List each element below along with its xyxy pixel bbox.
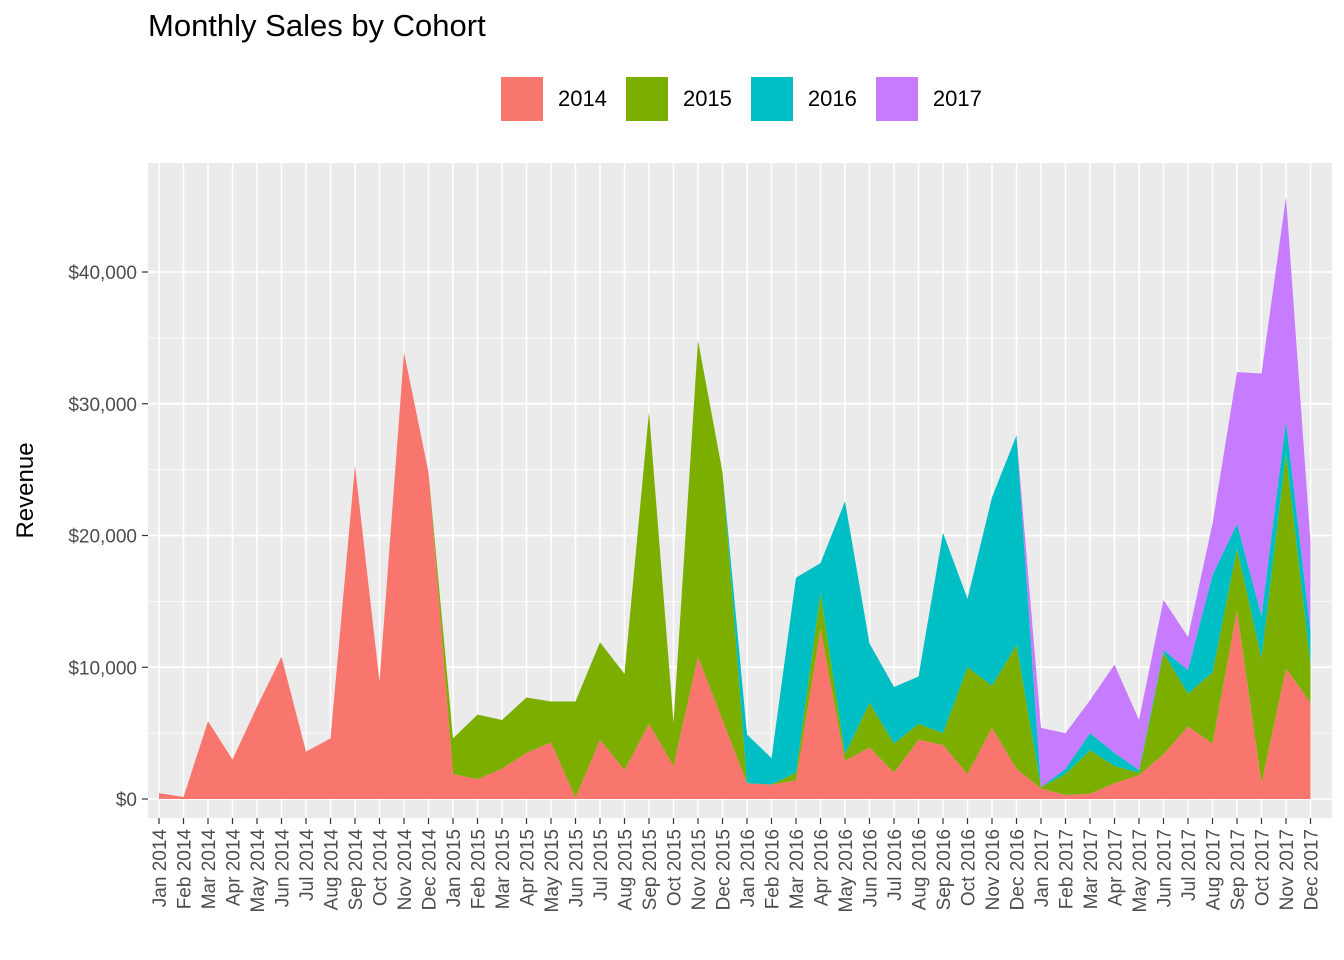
legend-key bbox=[749, 76, 794, 122]
y-axis-title: Revenue bbox=[12, 442, 39, 538]
legend-item-2014: 2014 bbox=[500, 76, 607, 122]
x-tick-label: Sep 2017 bbox=[1228, 829, 1249, 910]
x-tick-label: Nov 2014 bbox=[395, 829, 416, 911]
y-tick-label: $30,000 bbox=[68, 395, 137, 416]
x-tick-label: Feb 2015 bbox=[469, 829, 490, 909]
x-tick-label: Apr 2017 bbox=[1106, 829, 1127, 906]
legend-item-2016: 2016 bbox=[749, 76, 857, 122]
x-tick-label: Jul 2017 bbox=[1179, 829, 1200, 901]
x-tick-label: Sep 2016 bbox=[934, 829, 955, 910]
legend-label: 2015 bbox=[682, 86, 732, 111]
x-tick-label: Oct 2017 bbox=[1253, 829, 1274, 906]
x-tick-label: Feb 2014 bbox=[175, 829, 196, 910]
y-tick-label: $0 bbox=[116, 790, 137, 811]
y-tick-label: $20,000 bbox=[68, 527, 137, 548]
x-tick-label: Oct 2016 bbox=[959, 829, 980, 906]
legend-swatch bbox=[875, 77, 918, 121]
x-tick-label: Mar 2017 bbox=[1081, 829, 1102, 909]
x-tick-label: Mar 2015 bbox=[493, 829, 514, 909]
legend-swatch bbox=[625, 77, 668, 121]
x-tick-label: Sep 2015 bbox=[640, 829, 661, 910]
x-tick-label: Oct 2015 bbox=[665, 829, 686, 906]
x-tick-label: Dec 2014 bbox=[420, 829, 441, 911]
x-tick-label: Oct 2014 bbox=[371, 829, 392, 907]
y-tick-label: $40,000 bbox=[68, 263, 137, 284]
x-tick-label: Apr 2016 bbox=[812, 829, 833, 906]
x-tick-label: Nov 2016 bbox=[983, 829, 1004, 910]
x-tick-label: May 2014 bbox=[248, 829, 269, 913]
x-tick-label: Jun 2016 bbox=[861, 829, 882, 907]
legend-label: 2017 bbox=[932, 86, 982, 111]
x-tick-label: Dec 2017 bbox=[1302, 829, 1323, 910]
legend-key bbox=[874, 76, 919, 122]
x-tick-label: Apr 2014 bbox=[224, 829, 245, 907]
x-tick-label: Jan 2015 bbox=[444, 829, 465, 907]
x-tick-label: Aug 2014 bbox=[322, 829, 343, 911]
x-tick-label: Jul 2014 bbox=[297, 829, 318, 901]
x-tick-label: Jul 2015 bbox=[591, 829, 612, 901]
legend-key bbox=[500, 76, 544, 122]
x-tick-label: Jun 2017 bbox=[1155, 829, 1176, 907]
x-tick-label: Nov 2017 bbox=[1277, 829, 1298, 910]
x-tick-label: May 2017 bbox=[1130, 829, 1151, 912]
x-tick-label: Aug 2017 bbox=[1204, 829, 1225, 910]
chart-title: Monthly Sales by Cohort bbox=[148, 8, 486, 43]
legend: 2014 2015 2016 2017 bbox=[500, 76, 1000, 122]
x-tick-label: Aug 2016 bbox=[910, 829, 931, 910]
legend-swatch bbox=[750, 77, 793, 121]
x-tick-label: Mar 2014 bbox=[199, 829, 220, 910]
x-tick-label: Sep 2014 bbox=[346, 829, 367, 911]
x-tick-label: Jan 2014 bbox=[150, 829, 171, 908]
x-tick-label: Jun 2014 bbox=[273, 829, 294, 908]
legend-label: 2016 bbox=[807, 86, 857, 111]
legend-item-2017: 2017 bbox=[874, 76, 982, 122]
x-tick-label: Mar 2016 bbox=[787, 829, 808, 909]
legend-label: 2014 bbox=[558, 86, 607, 111]
area-series-2015 bbox=[159, 340, 1311, 798]
x-tick-label: May 2016 bbox=[836, 829, 857, 912]
x-tick-label: Dec 2015 bbox=[714, 829, 735, 910]
x-tick-label: Jan 2016 bbox=[738, 829, 759, 907]
x-tick-label: Dec 2016 bbox=[1008, 829, 1029, 910]
x-tick-label: May 2015 bbox=[542, 829, 563, 912]
area-series-2014 bbox=[159, 352, 1311, 799]
x-tick-label: Feb 2016 bbox=[763, 829, 784, 909]
legend-item-2015: 2015 bbox=[624, 76, 732, 122]
x-tick-label: Jan 2017 bbox=[1032, 829, 1053, 907]
x-tick-label: Feb 2017 bbox=[1057, 829, 1078, 909]
x-tick-label: Aug 2015 bbox=[616, 829, 637, 910]
x-tick-label: Nov 2015 bbox=[689, 829, 710, 910]
y-tick-label: $10,000 bbox=[68, 658, 137, 679]
legend-swatch bbox=[501, 77, 543, 121]
legend-key bbox=[624, 76, 669, 122]
x-tick-label: Jul 2016 bbox=[885, 829, 906, 901]
x-tick-label: Jun 2015 bbox=[567, 829, 588, 907]
x-tick-label: Apr 2015 bbox=[518, 829, 539, 906]
